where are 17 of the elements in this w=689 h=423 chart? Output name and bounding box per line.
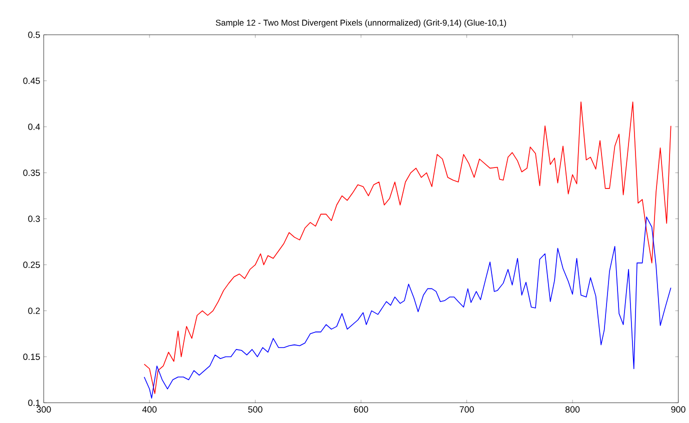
x-tick-label: 900 (671, 406, 686, 413)
y-tick-label: 0.35 (23, 170, 40, 176)
x-tick-label: 600 (354, 406, 368, 413)
x-tick-label: 400 (142, 406, 157, 413)
y-tick-label: 0.4 (28, 124, 40, 130)
chart-title: Sample 12 - Two Most Divergent Pixels (unnormalized) (Grit-9,14) (Glue-10,1) (216, 20, 506, 28)
y-tick-label: 0.45 (23, 78, 40, 84)
y-tick-label: 0.25 (23, 262, 40, 268)
x-tick-label: 800 (565, 406, 580, 413)
y-tick-label: 0.5 (28, 32, 40, 38)
y-tick-label: 0.1 (28, 400, 40, 406)
x-tick-label: 500 (248, 406, 262, 413)
y-tick-label: 0.2 (28, 308, 40, 314)
x-tick-label: 700 (460, 406, 474, 413)
y-tick-label: 0.3 (28, 216, 40, 222)
x-tick-label: 300 (36, 406, 51, 413)
y-tick-label: 0.15 (23, 354, 40, 360)
